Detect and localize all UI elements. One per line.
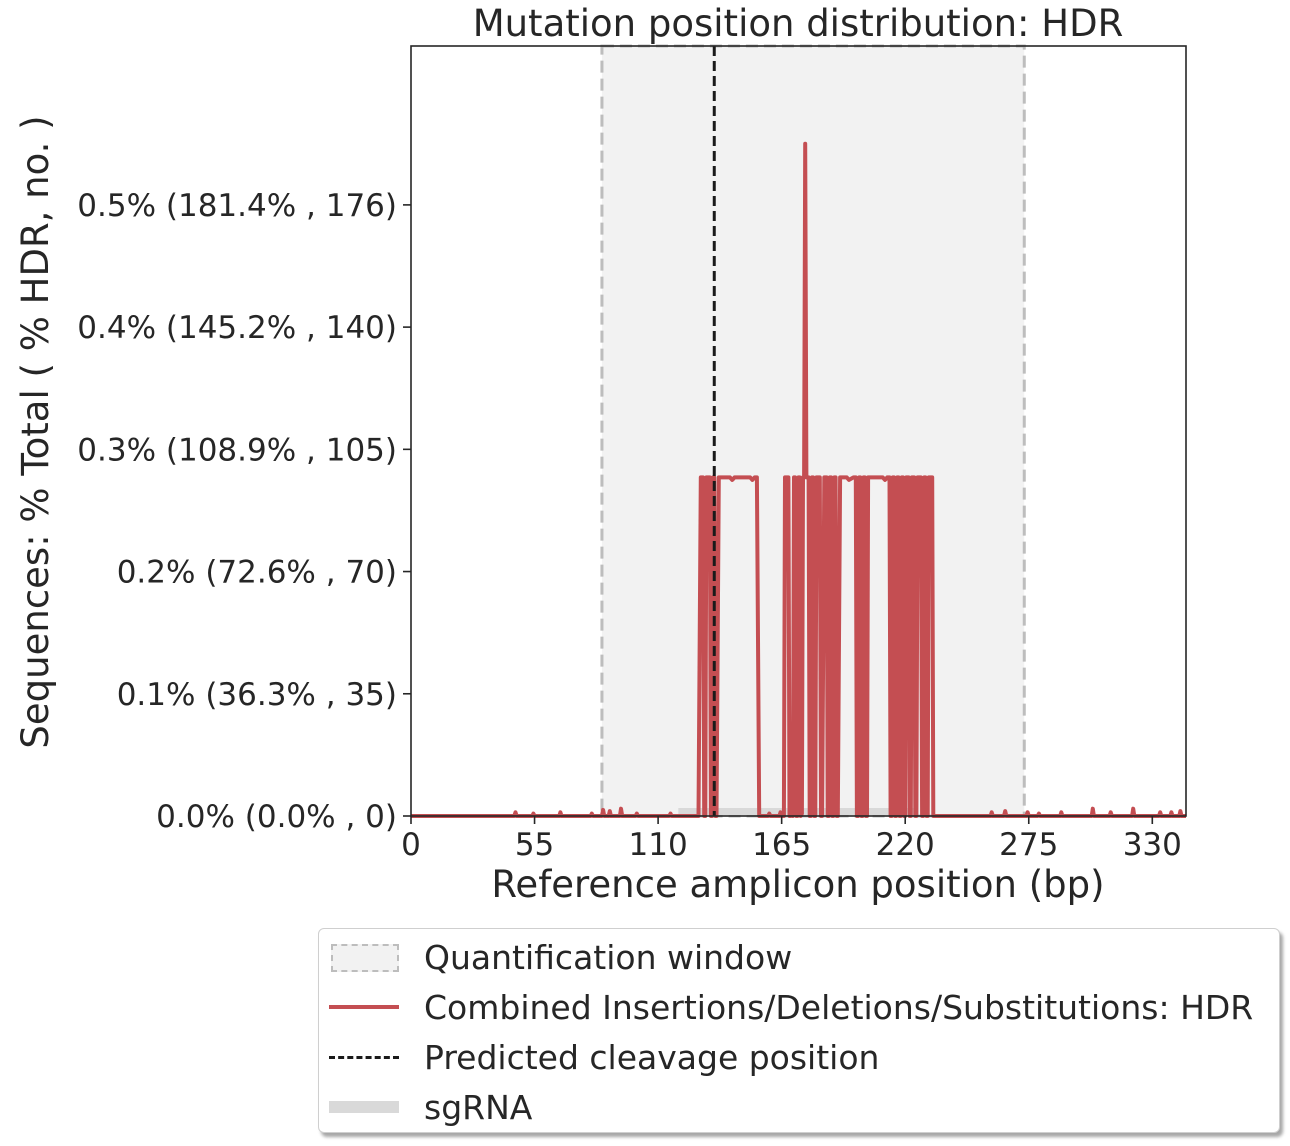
y-tick-label: 0.2% (72.6% , 70) [117,555,397,591]
x-tick-label: 275 [999,827,1058,863]
legend-label-predicted-cleavage: Predicted cleavage position [424,1037,880,1077]
legend-item-combined-hdr: Combined Insertions/Deletions/Substituti… [329,983,1253,1031]
y-tick-label: 0.1% (36.3% , 35) [117,677,397,713]
legend-item-predicted-cleavage: Predicted cleavage position [329,1033,879,1081]
legend: Quantification window Combined Insertion… [318,928,1280,1133]
sgrna-swatch [329,1092,399,1122]
y-tick-label: 0.4% (145.2% , 140) [77,310,397,346]
combined-hdr-swatch [329,992,399,1022]
legend-label-combined-hdr: Combined Insertions/Deletions/Substituti… [424,987,1254,1027]
y-tick-label: 0.5% (181.4% , 176) [77,188,397,224]
x-tick-label: 110 [629,827,688,863]
plot-frame [410,45,1187,817]
y-axis-ticks: 0.0% (0.0% , 0) 0.1% (36.3% , 35) 0.2% (72… [77,188,411,835]
y-tick-label: 0.0% (0.0% , 0) [156,799,397,835]
y-tick-label: 0.3% (108.9% , 105) [77,432,397,468]
x-tick-label: 165 [752,827,811,863]
legend-label-quantification-window: Quantification window [424,937,793,977]
x-tick-label: 220 [876,827,935,863]
x-tick-label: 0 [401,827,421,863]
legend-item-sgrna: sgRNA [329,1083,532,1131]
quantification-window-swatch [329,942,399,972]
x-tick-label: 55 [515,827,554,863]
legend-item-quantification-window: Quantification window [329,933,792,981]
legend-label-sgrna: sgRNA [424,1087,533,1127]
x-axis-label: Reference amplicon position (bp) [491,863,1104,906]
y-axis-label: Sequences: % Total ( % HDR, no. ) [14,115,57,748]
x-axis-ticks: 0 55 110 165 220 275 330 [401,816,1182,863]
chart-title: Mutation position distribution: HDR [473,2,1124,45]
chart: 0 55 110 165 220 275 330 0.0% (0.0% , 0) 0.1% (… [14,2,1187,906]
x-tick-label: 330 [1123,827,1182,863]
predicted-cleavage-swatch [329,1042,399,1072]
